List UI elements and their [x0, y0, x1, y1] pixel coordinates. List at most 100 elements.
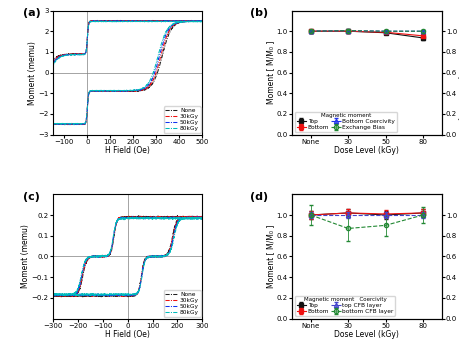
None — [67, 293, 73, 298]
None — [135, 89, 140, 93]
None — [135, 290, 140, 294]
Line: 50kGy: 50kGy — [53, 21, 202, 124]
Line: 80kGy: 80kGy — [53, 21, 202, 124]
50kGy — [113, 89, 119, 93]
80kGy — [119, 89, 125, 93]
None — [67, 122, 73, 127]
50kGy — [199, 19, 205, 23]
30kGy — [119, 89, 125, 93]
30kGy — [188, 214, 193, 218]
30kGy — [135, 290, 140, 294]
Legend: None, 30kGy, 50kGy, 80kGy: None, 30kGy, 50kGy, 80kGy — [163, 106, 200, 133]
50kGy — [117, 89, 122, 93]
None — [199, 19, 205, 23]
50kGy — [119, 89, 125, 93]
None — [50, 294, 56, 298]
80kGy — [194, 215, 199, 219]
30kGy — [199, 19, 205, 23]
X-axis label: H Field (Oe): H Field (Oe) — [105, 146, 150, 155]
30kGy — [68, 122, 73, 126]
50kGy — [199, 19, 204, 23]
80kGy — [62, 292, 67, 296]
80kGy — [67, 293, 73, 297]
50kGy — [135, 88, 140, 92]
30kGy — [113, 89, 119, 93]
None — [62, 294, 67, 298]
None — [117, 89, 122, 93]
None — [119, 89, 125, 93]
80kGy — [50, 122, 56, 126]
None — [113, 294, 119, 298]
50kGy — [62, 293, 67, 297]
X-axis label: Dose Level (kGy): Dose Level (kGy) — [334, 330, 398, 339]
30kGy — [62, 122, 67, 126]
50kGy — [50, 122, 56, 126]
30kGy — [54, 122, 59, 127]
80kGy — [198, 19, 203, 23]
80kGy — [101, 294, 106, 298]
Legend: Top, Bottom, top CFB layer, bottom CFB layer: Top, Bottom, top CFB layer, bottom CFB l… — [294, 295, 394, 316]
Line: 50kGy: 50kGy — [53, 217, 202, 296]
None — [196, 19, 202, 23]
50kGy — [62, 122, 67, 126]
Y-axis label: Moment [ M/M₀ ]: Moment [ M/M₀ ] — [266, 225, 274, 288]
30kGy — [113, 293, 119, 297]
None — [194, 214, 199, 218]
30kGy — [67, 293, 73, 297]
80kGy — [135, 290, 140, 294]
50kGy — [113, 293, 119, 297]
80kGy — [117, 293, 122, 297]
80kGy — [67, 121, 73, 126]
Y-axis label: Moment (memu): Moment (memu) — [21, 224, 30, 288]
50kGy — [50, 293, 56, 298]
Legend: Top, Bottom, Bottom Coercivity, Exchange Bias: Top, Bottom, Bottom Coercivity, Exchange… — [294, 112, 396, 132]
30kGy — [84, 295, 89, 299]
Line: 30kGy: 30kGy — [53, 21, 202, 125]
None — [71, 122, 77, 127]
80kGy — [199, 216, 205, 221]
X-axis label: Dose Level (kGy): Dose Level (kGy) — [334, 146, 398, 155]
None — [117, 294, 122, 298]
30kGy — [62, 293, 67, 297]
None — [62, 122, 67, 127]
50kGy — [107, 294, 112, 298]
50kGy — [135, 290, 140, 295]
80kGy — [62, 122, 67, 126]
Legend: None, 30kGy, 50kGy, 80kGy: None, 30kGy, 50kGy, 80kGy — [163, 290, 200, 317]
Line: 80kGy: 80kGy — [53, 217, 202, 296]
Text: (c): (c) — [23, 192, 40, 202]
80kGy — [117, 88, 122, 92]
X-axis label: H Field (Oe): H Field (Oe) — [105, 330, 150, 339]
50kGy — [68, 122, 73, 126]
50kGy — [61, 122, 67, 126]
None — [119, 294, 125, 298]
Text: (a): (a) — [23, 8, 41, 18]
Y-axis label: Coercivity [ Hc/Hc₀ ]: Coercivity [ Hc/Hc₀ ] — [458, 218, 459, 295]
Text: (d): (d) — [250, 192, 268, 202]
80kGy — [113, 89, 119, 93]
None — [80, 295, 85, 299]
30kGy — [117, 89, 122, 93]
None — [113, 89, 119, 93]
Line: None: None — [53, 216, 202, 297]
30kGy — [119, 293, 125, 297]
Text: (b): (b) — [250, 8, 268, 18]
50kGy — [195, 215, 200, 219]
50kGy — [67, 293, 73, 297]
50kGy — [199, 216, 205, 221]
80kGy — [50, 293, 56, 297]
80kGy — [199, 20, 205, 24]
Y-axis label: Moment [ M/M₀ ]: Moment [ M/M₀ ] — [266, 41, 274, 104]
Line: 30kGy: 30kGy — [53, 216, 202, 297]
50kGy — [117, 293, 122, 297]
80kGy — [77, 122, 83, 126]
80kGy — [119, 293, 125, 297]
None — [199, 215, 205, 219]
30kGy — [50, 292, 56, 296]
30kGy — [50, 122, 56, 126]
30kGy — [135, 89, 140, 93]
30kGy — [199, 216, 205, 220]
Y-axis label: Coercivity [ Hc / Hc₀ ]
Exchange Bias [ Hex / Hex₀ ]: Coercivity [ Hc / Hc₀ ] Exchange Bias [ … — [458, 26, 459, 119]
30kGy — [194, 19, 199, 23]
30kGy — [117, 293, 122, 298]
